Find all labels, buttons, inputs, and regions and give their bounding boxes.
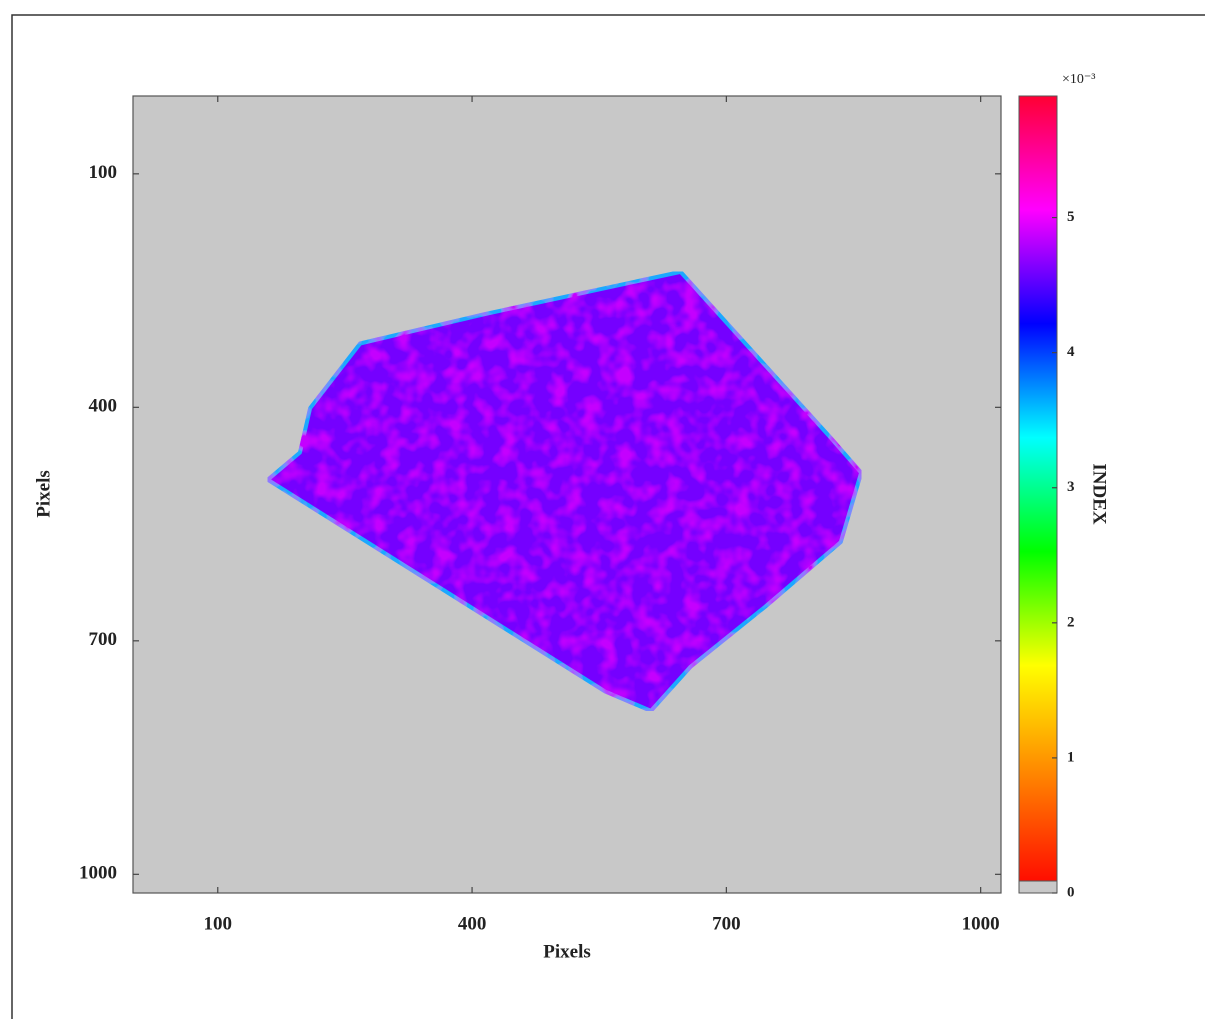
- colorbar-tick-label: 2: [1067, 614, 1075, 630]
- heatmap-region: [265, 269, 864, 713]
- colorbar-nan: [1018, 880, 1058, 894]
- colorbar-scale: ×10⁻³: [1062, 72, 1095, 87]
- colorbar-tick-label: 1: [1067, 749, 1075, 765]
- x-tick-label: 1000: [962, 913, 1000, 934]
- y-tick-label: 1000: [79, 863, 117, 884]
- colorbar-tick-label: 5: [1067, 209, 1075, 225]
- x-tick-label: 700: [712, 913, 741, 934]
- colorbar-tick-label: 3: [1067, 479, 1075, 495]
- colorbar-label: INDEX: [1089, 463, 1110, 525]
- colorbar-tick-label: 0: [1067, 884, 1075, 900]
- x-axis-label: Pixels: [543, 941, 591, 962]
- y-tick-label: 100: [89, 162, 118, 183]
- frame: [11, 14, 1205, 1019]
- y-tick-label: 400: [89, 396, 118, 417]
- colorbar: [1018, 95, 1058, 894]
- x-tick-label: 100: [204, 913, 233, 934]
- x-tick-label: 400: [458, 913, 487, 934]
- colorbar-tick-label: 4: [1067, 344, 1075, 360]
- y-axis-label: Pixels: [33, 470, 54, 518]
- y-tick-label: 700: [89, 629, 118, 650]
